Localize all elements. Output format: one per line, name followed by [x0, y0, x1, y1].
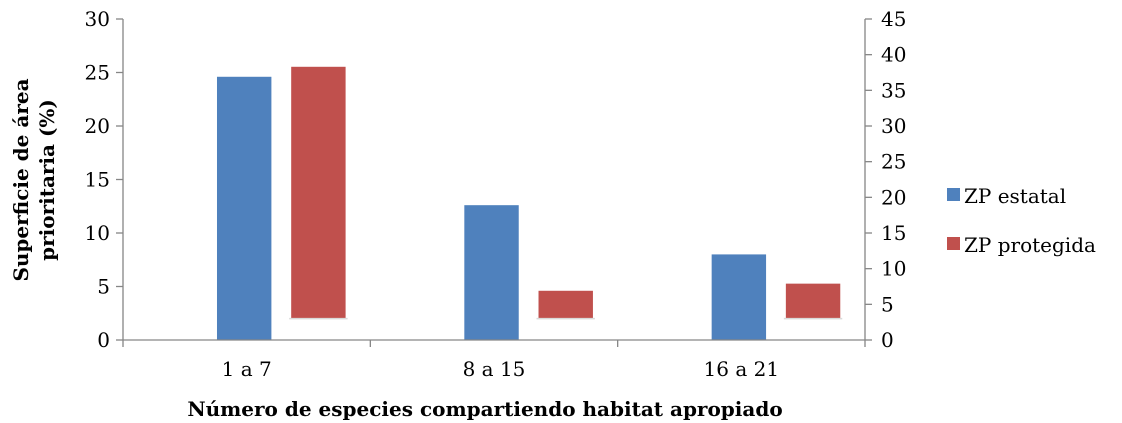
legend-swatch [947, 188, 960, 201]
legend-label: ZP protegida [964, 233, 1096, 257]
bar-group [216, 66, 843, 340]
right-tick-label: 25 [881, 150, 906, 174]
x-tick-label: 1 a 7 [222, 357, 272, 381]
x-tick-group: 1 a 7 8 a 15 16 a 21 [122, 340, 866, 381]
y-axis-title-line-1: Superficie de área [9, 78, 33, 281]
right-tick-group: 0 5 10 15 20 25 30 35 40 45 [865, 7, 906, 352]
right-tick-label: 5 [881, 292, 894, 316]
bar-zp-protegida-2 [538, 290, 593, 319]
legend-label: ZP estatal [964, 184, 1066, 208]
left-tick-label: 30 [85, 7, 110, 31]
bar-zp-protegida-3 [785, 283, 841, 319]
left-tick-group: 0 5 10 15 20 25 30 [85, 7, 123, 352]
right-tick-label: 35 [881, 78, 906, 102]
left-tick-label: 20 [85, 114, 110, 138]
left-tick-label: 15 [85, 168, 110, 192]
right-tick-label: 10 [881, 257, 906, 281]
bar-zp-estatal-2 [464, 205, 519, 340]
x-axis-title: Número de especies compartiendo habitat … [187, 397, 782, 421]
right-tick-label: 20 [881, 185, 906, 209]
right-tick-label: 15 [881, 221, 906, 245]
legend-swatch [947, 237, 960, 250]
right-tick-label: 45 [881, 7, 906, 31]
bar-zp-estatal-3 [711, 254, 767, 340]
left-tick-label: 10 [85, 221, 110, 245]
left-tick-label: 5 [97, 275, 110, 299]
bar-zp-estatal-1 [216, 76, 272, 340]
right-tick-label: 0 [881, 328, 894, 352]
y-axis-title-line-2: prioritaria (%) [35, 99, 59, 261]
right-tick-label: 40 [881, 43, 906, 67]
x-tick-label: 16 a 21 [704, 357, 780, 381]
left-tick-label: 25 [85, 61, 110, 85]
left-tick-label: 0 [97, 328, 110, 352]
bar-zp-protegida-1 [291, 66, 346, 319]
x-tick-label: 8 a 15 [463, 357, 526, 381]
right-tick-label: 30 [881, 114, 906, 138]
legend: ZP estatal ZP protegida [947, 184, 1096, 257]
